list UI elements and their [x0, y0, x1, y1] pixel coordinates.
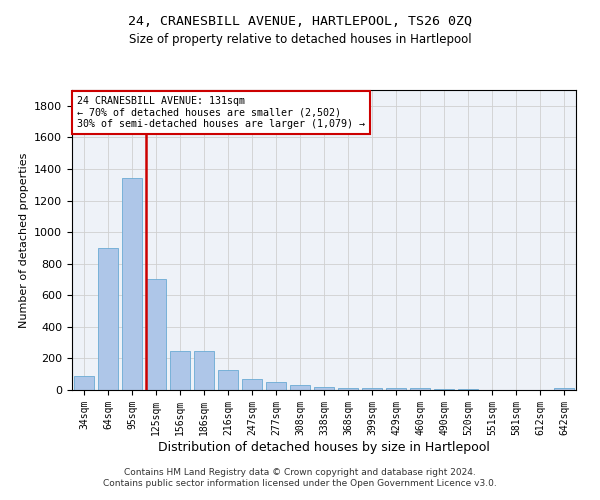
- Text: Contains HM Land Registry data © Crown copyright and database right 2024.
Contai: Contains HM Land Registry data © Crown c…: [103, 468, 497, 487]
- Bar: [98, 248, 118, 390]
- Y-axis label: Number of detached properties: Number of detached properties: [19, 152, 29, 328]
- Bar: [386, 388, 406, 390]
- Bar: [554, 388, 574, 390]
- Bar: [266, 382, 286, 390]
- Bar: [74, 376, 94, 390]
- Bar: [314, 387, 334, 390]
- Bar: [218, 370, 238, 390]
- Text: 24 CRANESBILL AVENUE: 131sqm
← 70% of detached houses are smaller (2,502)
30% of: 24 CRANESBILL AVENUE: 131sqm ← 70% of de…: [77, 96, 365, 129]
- Bar: [242, 379, 262, 390]
- Bar: [122, 178, 142, 390]
- Bar: [194, 352, 214, 390]
- X-axis label: Distribution of detached houses by size in Hartlepool: Distribution of detached houses by size …: [158, 440, 490, 454]
- Bar: [338, 388, 358, 390]
- Text: Size of property relative to detached houses in Hartlepool: Size of property relative to detached ho…: [128, 32, 472, 46]
- Bar: [458, 389, 478, 390]
- Bar: [290, 386, 310, 390]
- Bar: [434, 389, 454, 390]
- Bar: [170, 352, 190, 390]
- Bar: [410, 388, 430, 390]
- Text: 24, CRANESBILL AVENUE, HARTLEPOOL, TS26 0ZQ: 24, CRANESBILL AVENUE, HARTLEPOOL, TS26 …: [128, 15, 472, 28]
- Bar: [146, 280, 166, 390]
- Bar: [362, 388, 382, 390]
